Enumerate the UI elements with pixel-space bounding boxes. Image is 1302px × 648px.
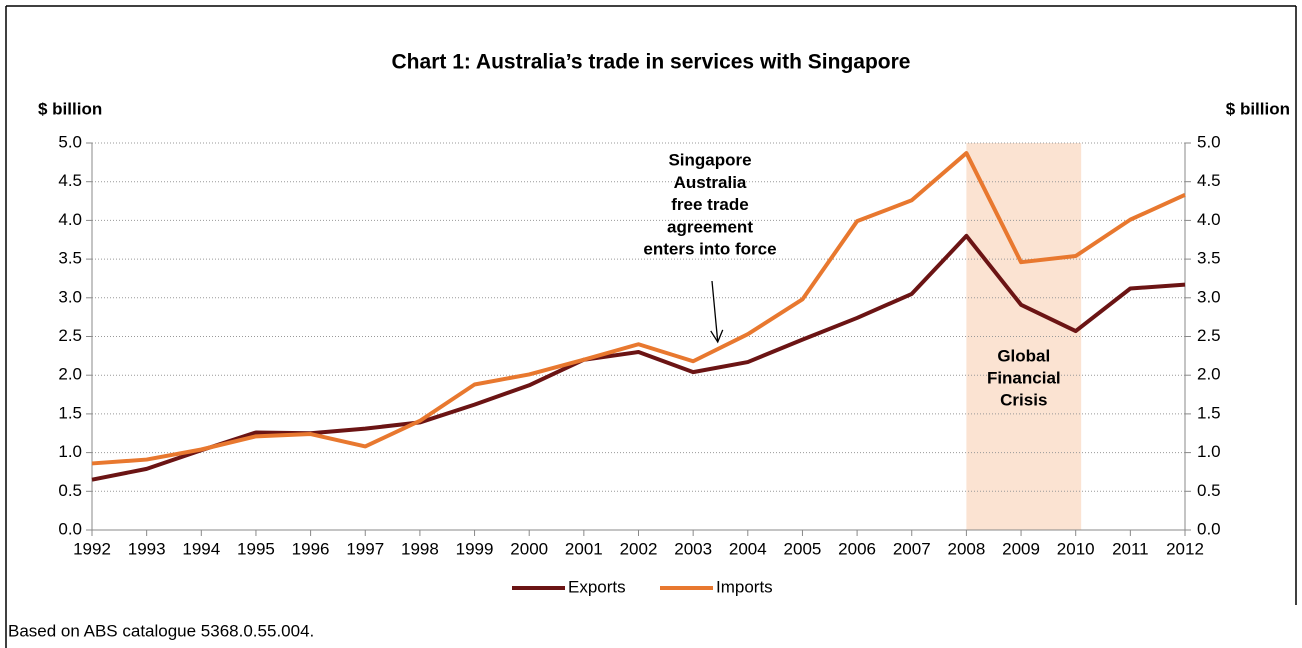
x-tick-label: 1992: [73, 539, 111, 558]
x-tick-label: 2012: [1166, 539, 1204, 558]
y2-tick-label: 0.0: [1197, 519, 1221, 538]
y2-tick-label: 4.5: [1197, 171, 1221, 190]
annotation-text: Singapore: [668, 150, 751, 169]
x-tick-label: 2001: [565, 539, 603, 558]
x-tick-label: 1995: [237, 539, 275, 558]
x-tick-label: 1993: [128, 539, 166, 558]
y2-tick-label: 3.5: [1197, 249, 1221, 268]
x-tick-label: 2003: [674, 539, 712, 558]
x-tick-label: 1994: [182, 539, 220, 558]
y2-tick-label: 1.5: [1197, 403, 1221, 422]
x-tick-label: 1998: [401, 539, 439, 558]
footnote: Based on ABS catalogue 5368.0.55.004.: [8, 621, 314, 640]
y2-tick-label: 1.0: [1197, 442, 1221, 461]
y2-tick-label: 2.0: [1197, 365, 1221, 384]
chart-title: Chart 1: Australia’s trade in services w…: [392, 51, 911, 74]
shaded-label: Financial: [987, 368, 1061, 387]
y-tick-label: 2.0: [58, 365, 82, 384]
y-axis-label: $ billion: [38, 99, 102, 118]
shaded-label: Crisis: [1000, 390, 1047, 409]
x-tick-label: 1997: [346, 539, 384, 558]
y-tick-label: 4.5: [58, 171, 82, 190]
y-tick-label: 3.0: [58, 287, 82, 306]
x-tick-label: 1999: [456, 539, 494, 558]
shaded-region: [966, 143, 1082, 530]
annotation-text: free trade: [671, 195, 748, 214]
y-tick-label: 0.5: [58, 481, 82, 500]
y-tick-label: 3.5: [58, 249, 82, 268]
annotation-text: Australia: [674, 173, 747, 192]
x-tick-label: 2010: [1057, 539, 1095, 558]
y2-tick-label: 2.5: [1197, 326, 1221, 345]
legend-label: Imports: [716, 577, 773, 596]
y2-tick-label: 0.5: [1197, 481, 1221, 500]
series-line: [91, 233, 1186, 482]
y2-tick-label: 4.0: [1197, 210, 1221, 229]
annotation-arrow: [711, 280, 719, 342]
y-tick-label: 5.0: [58, 132, 82, 151]
y2-axis-label: $ billion: [1226, 99, 1290, 118]
y2-tick-label: 3.0: [1197, 287, 1221, 306]
y2-tick-label: 5.0: [1197, 132, 1221, 151]
x-tick-label: 1996: [292, 539, 330, 558]
y-tick-label: 0.0: [58, 519, 82, 538]
y-tick-label: 2.5: [58, 326, 82, 345]
x-tick-label: 2011: [1112, 539, 1149, 558]
x-tick-label: 2004: [729, 539, 767, 558]
y-tick-label: 1.0: [58, 442, 82, 461]
x-tick-label: 2009: [1002, 539, 1040, 558]
series-line: [91, 151, 1186, 466]
x-tick-label: 2007: [893, 539, 931, 558]
x-tick-label: 2006: [838, 539, 876, 558]
x-tick-label: 2000: [510, 539, 548, 558]
annotation-arrowhead: [710, 329, 724, 344]
y-tick-label: 1.5: [58, 403, 82, 422]
x-tick-label: 2005: [784, 539, 822, 558]
annotation-text: enters into force: [643, 240, 776, 259]
x-tick-label: 2002: [620, 539, 658, 558]
shaded-label: Global: [997, 346, 1050, 365]
y-tick-label: 4.0: [58, 210, 82, 229]
x-tick-label: 2008: [947, 539, 985, 558]
annotation-text: agreement: [667, 217, 753, 236]
legend-label: Exports: [568, 577, 626, 596]
